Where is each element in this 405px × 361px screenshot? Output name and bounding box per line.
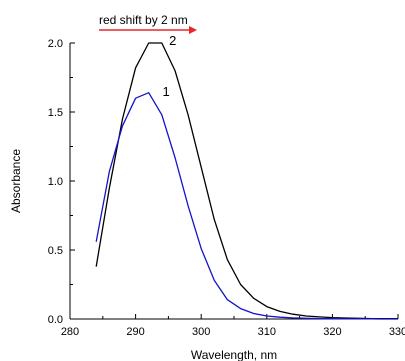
x-tick-label: 310 [258,326,276,338]
series-label-2: 2 [169,33,176,48]
x-tick-label: 330 [389,326,405,338]
x-tick-label: 300 [192,326,210,338]
series-line-2 [95,42,398,320]
y-tick-label: 0.0 [48,314,63,326]
red-shift-arrow [99,26,197,34]
x-tick-label: 320 [323,326,341,338]
y-tick-label: 1.5 [48,107,63,119]
series-group [95,42,398,320]
x-axis-title: Wavelength, nm [191,348,277,361]
y-tick-label: 2.0 [48,38,63,50]
y-tick-label: 0.5 [48,245,63,257]
red-shift-annotation: red shift by 2 nm [99,13,188,27]
arrow-head [189,26,197,34]
tick-group: 280 290 300 310 320 330 0.0 0.5 1.0 1.5 2.0 [48,38,405,338]
y-tick-label: 1.0 [48,176,63,188]
x-tick-label: 290 [126,326,144,338]
x-tick-label: 280 [61,326,79,338]
series-label-1: 1 [163,84,170,99]
series-labels-group: 21 [163,33,177,99]
y-axis-title: Absorbance [9,149,23,213]
series-line-1 [95,92,398,320]
